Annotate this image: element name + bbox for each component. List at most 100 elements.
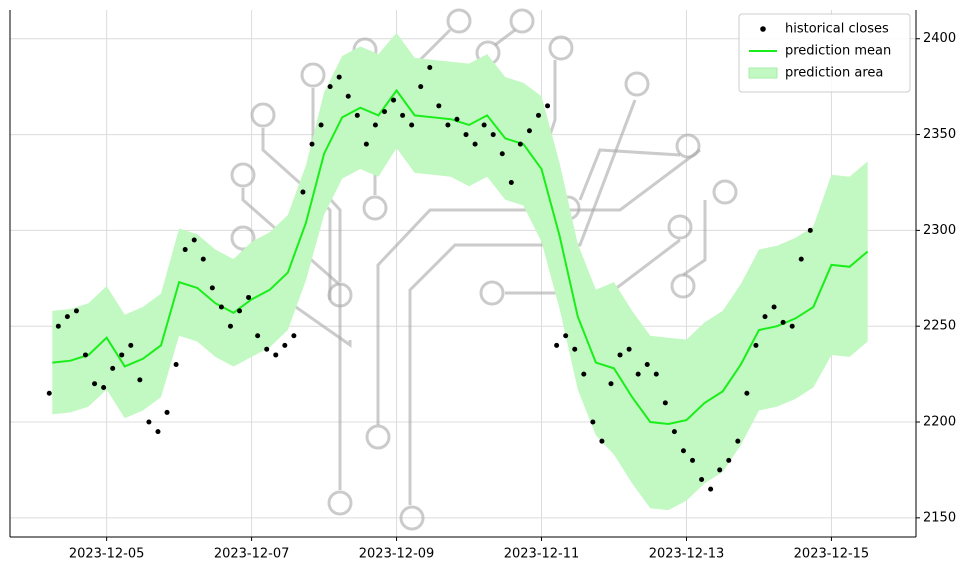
close-point [264,346,270,352]
y-tick-label: 2250 [923,319,956,334]
close-point [291,333,297,339]
close-point [499,151,505,157]
close-point [590,419,596,425]
close-point [536,112,541,118]
close-point [273,352,279,358]
close-point [436,103,442,109]
mean-line [52,88,869,425]
legend: historical closes prediction mean predicti… [738,13,911,93]
close-point [427,64,433,70]
close-point [300,189,306,195]
close-point [545,103,551,109]
close-point [526,128,532,134]
close-point [644,362,650,368]
close-point [200,256,206,262]
close-point [626,346,632,352]
close-point [354,112,360,118]
close-point [653,371,659,377]
close-point [246,294,252,300]
close-point [762,314,768,320]
close-point [218,304,224,310]
close-point [472,141,478,147]
close-point [563,333,569,339]
close-point [508,179,514,185]
close-point [699,477,705,483]
close-point [73,308,79,314]
close-point [137,377,143,383]
legend-box [738,13,911,93]
close-point [191,237,197,243]
close-point [708,486,714,492]
close-point [554,342,560,348]
close-point [481,122,487,128]
legend-label: historical closes [785,22,889,37]
close-point [391,97,397,103]
close-point [735,438,741,444]
close-point [372,122,378,128]
close-point [345,93,351,99]
close-point [155,429,161,435]
close-point [101,385,107,391]
close-point [46,390,52,396]
axes: 2150 2200 2250 2300 2350 2400 2023-12-05 2023-1… [9,10,956,562]
series [46,32,869,511]
y-tick-label: 2150 [923,510,956,525]
close-point [608,381,614,387]
close-point [418,84,424,90]
close-point [490,132,496,138]
close-point [445,122,451,128]
close-point [128,342,134,348]
legend-marker [760,26,766,32]
close-point [110,365,116,371]
close-point [83,352,88,358]
close-point [744,390,750,396]
close-point [400,112,406,118]
close-point [572,346,578,352]
close-point [255,333,261,339]
y-tick-label: 2300 [923,223,956,238]
close-point [454,116,460,122]
close-point [463,132,469,138]
close-point [237,308,243,314]
close-point [146,419,152,425]
close-point [227,323,233,329]
close-point [381,109,387,115]
close-point [780,319,786,325]
x-tick-label: 2023-12-07 [214,547,290,562]
legend-label: prediction mean [785,44,891,59]
x-tick-label: 2023-12-05 [69,547,145,562]
y-tick-label: 2200 [923,415,956,430]
close-point [807,227,813,233]
close-point [517,141,523,147]
close-point [336,74,342,80]
y-tick-label: 2400 [923,31,956,46]
x-tick-label: 2023-12-09 [359,547,435,562]
close-point [209,285,215,291]
close-point [581,371,587,377]
x-tick-label: 2023-12-13 [649,547,725,562]
prediction-band [52,32,868,511]
legend-marker [748,67,778,79]
close-point [798,256,804,262]
close-point [690,457,696,463]
close-point [680,448,686,454]
x-tick-label: 2023-12-15 [794,547,870,562]
close-point [789,323,795,329]
close-point [309,141,315,147]
close-point [282,342,288,348]
close-point [753,342,759,348]
close-point [55,323,61,329]
y-tick-label: 2350 [923,127,956,142]
close-point [662,400,668,406]
close-point [164,409,170,415]
close-point [327,84,333,90]
x-tick-label: 2023-12-11 [504,547,580,562]
close-point [182,247,188,253]
close-point [64,314,70,320]
close-point [92,381,98,387]
close-point [363,141,369,147]
close-point [717,467,723,473]
close-point [671,429,677,435]
close-point [599,438,605,444]
